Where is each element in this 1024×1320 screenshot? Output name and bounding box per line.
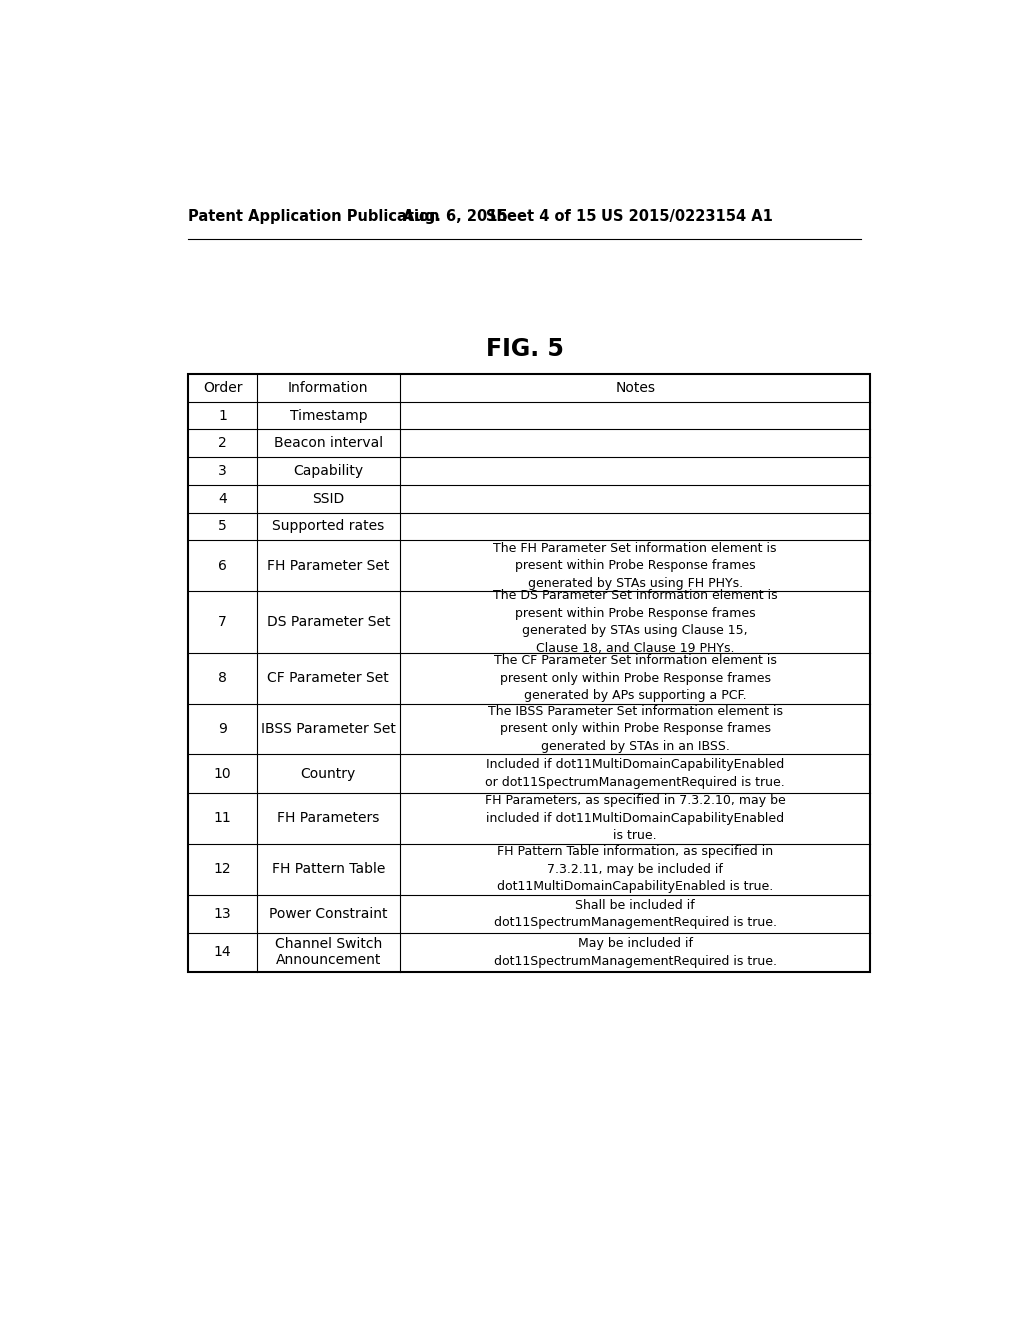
Text: The IBSS Parameter Set information element is
present only within Probe Response: The IBSS Parameter Set information eleme… [487, 705, 782, 752]
Text: 13: 13 [214, 907, 231, 921]
Text: 8: 8 [218, 671, 227, 685]
Text: Sheet 4 of 15: Sheet 4 of 15 [486, 209, 597, 223]
Text: Information: Information [288, 381, 369, 395]
Text: FIG. 5: FIG. 5 [485, 338, 564, 362]
Text: Capability: Capability [293, 465, 364, 478]
Text: 9: 9 [218, 722, 227, 737]
Text: Timestamp: Timestamp [290, 409, 368, 422]
Text: Order: Order [203, 381, 243, 395]
Text: Notes: Notes [615, 381, 655, 395]
Text: Channel Switch
Announcement: Channel Switch Announcement [274, 937, 382, 968]
Text: 12: 12 [214, 862, 231, 876]
Text: FH Pattern Table: FH Pattern Table [271, 862, 385, 876]
Text: 2: 2 [218, 437, 227, 450]
Text: Included if dot11MultiDomainCapabilityEnabled
or dot11SpectrumManagementRequired: Included if dot11MultiDomainCapabilityEn… [485, 759, 785, 789]
Text: SSID: SSID [312, 492, 344, 506]
Text: The FH Parameter Set information element is
present within Probe Response frames: The FH Parameter Set information element… [494, 541, 777, 590]
Text: 6: 6 [218, 558, 227, 573]
Text: 7: 7 [218, 615, 227, 628]
Text: FH Parameters, as specified in 7.3.2.10, may be
included if dot11MultiDomainCapa: FH Parameters, as specified in 7.3.2.10,… [484, 795, 785, 842]
Text: FH Pattern Table information, as specified in
7.3.2.11, may be included if
dot11: FH Pattern Table information, as specifi… [497, 845, 773, 894]
Text: 3: 3 [218, 465, 227, 478]
Text: Country: Country [301, 767, 356, 780]
Text: Beacon interval: Beacon interval [273, 437, 383, 450]
Text: 14: 14 [214, 945, 231, 960]
Text: Patent Application Publication: Patent Application Publication [188, 209, 440, 223]
Text: Power Constraint: Power Constraint [269, 907, 388, 921]
Text: CF Parameter Set: CF Parameter Set [267, 671, 389, 685]
Text: The DS Parameter Set information element is
present within Probe Response frames: The DS Parameter Set information element… [493, 589, 777, 655]
Text: 1: 1 [218, 409, 227, 422]
Text: IBSS Parameter Set: IBSS Parameter Set [261, 722, 395, 737]
Text: 11: 11 [214, 812, 231, 825]
Text: 4: 4 [218, 492, 227, 506]
Text: May be included if
dot11SpectrumManagementRequired is true.: May be included if dot11SpectrumManageme… [494, 937, 777, 968]
Text: Aug. 6, 2015: Aug. 6, 2015 [403, 209, 508, 223]
Text: Supported rates: Supported rates [272, 520, 384, 533]
Bar [188, 374, 870, 972]
Text: Shall be included if
dot11SpectrumManagementRequired is true.: Shall be included if dot11SpectrumManage… [494, 899, 777, 929]
Text: US 2015/0223154 A1: US 2015/0223154 A1 [601, 209, 773, 223]
Text: The CF Parameter Set information element is
present only within Probe Response f: The CF Parameter Set information element… [494, 655, 776, 702]
Text: 10: 10 [214, 767, 231, 780]
Text: DS Parameter Set: DS Parameter Set [266, 615, 390, 628]
Text: FH Parameter Set: FH Parameter Set [267, 558, 389, 573]
Text: 5: 5 [218, 520, 227, 533]
Text: FH Parameters: FH Parameters [278, 812, 380, 825]
